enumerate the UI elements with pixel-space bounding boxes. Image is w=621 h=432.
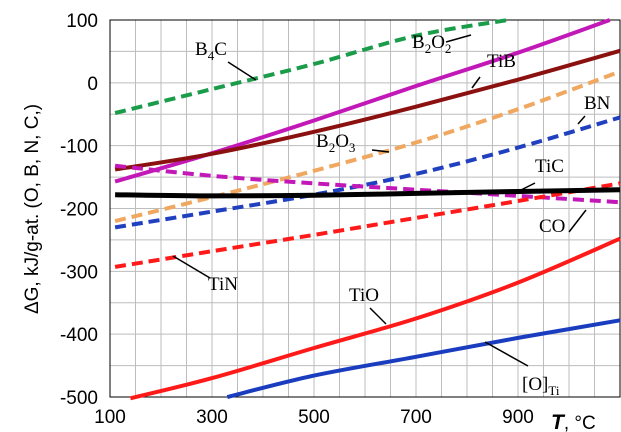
connector-tic: [518, 182, 536, 192]
series-label-o-ti: [O]Ti: [522, 374, 560, 398]
x-tick-label: 500: [298, 407, 330, 428]
connector-tin: [172, 255, 211, 279]
series-label-co: CO: [539, 216, 565, 237]
connector-b2o2: [445, 34, 472, 43]
series-label-tic: TiC: [535, 156, 564, 177]
x-tick-label: 100: [94, 407, 126, 428]
chart-grid: [109, 19, 621, 398]
series-line-tio: [129, 236, 621, 401]
series-labels: B4C B2O2 TiB B2O3 BN TiC CO TiN TiO [O]Ti: [195, 32, 611, 398]
x-tick-label: 300: [196, 407, 228, 428]
connector-o-ti: [484, 341, 529, 367]
series-line-b2o3: [114, 69, 621, 224]
series-label-tio: TiO: [349, 285, 379, 306]
connector-tib: [471, 76, 481, 89]
y-axis-title: ΔG, kJ/g-at. (O, B, N, C,): [22, 104, 43, 314]
connector-bn: [577, 115, 586, 125]
y-tick-label: -400: [60, 325, 98, 346]
y-tick-label: -200: [60, 200, 98, 221]
series-label-bn: BN: [584, 93, 611, 114]
connector-co: [568, 209, 587, 233]
y-tick-label: 100: [66, 11, 98, 32]
x-axis-title-main: T: [551, 411, 566, 432]
series-line-o-ti: [226, 318, 621, 399]
x-axis-title-unit: , °C: [564, 413, 596, 432]
y-tick-label: -300: [60, 262, 98, 283]
series-label-tin: TiN: [208, 274, 238, 295]
x-axis-title: T, °C: [551, 411, 596, 432]
series-lines: [114, 18, 621, 401]
series-label-b2o2: B2O2: [412, 32, 451, 56]
connector-b4c: [227, 61, 257, 81]
y-tick-label: -500: [60, 388, 98, 409]
label-connectors: [172, 34, 587, 367]
series-line-b4c: [114, 18, 509, 115]
series-label-tib: TiB: [487, 51, 516, 72]
series-line-bn: [114, 115, 621, 230]
tick-labels: 100 300 500 700 900 100 0 -100 -200 -300 -400 -500: [60, 11, 534, 428]
connector-tio: [369, 307, 387, 325]
series-label-b4c: B4C: [195, 39, 227, 63]
connector-b2o3: [371, 149, 390, 153]
x-tick-label: 900: [502, 407, 534, 428]
series-line-co: [114, 163, 621, 205]
series-label-b2o3: B2O3: [316, 131, 355, 155]
x-tick-label: 700: [400, 407, 432, 428]
y-tick-label: -100: [60, 137, 98, 158]
series-line-tic: [115, 187, 621, 199]
plot-frame: [109, 19, 621, 398]
series-line-tin: [114, 181, 621, 269]
y-tick-label: 0: [87, 74, 98, 95]
series-line-tib: [114, 48, 621, 172]
